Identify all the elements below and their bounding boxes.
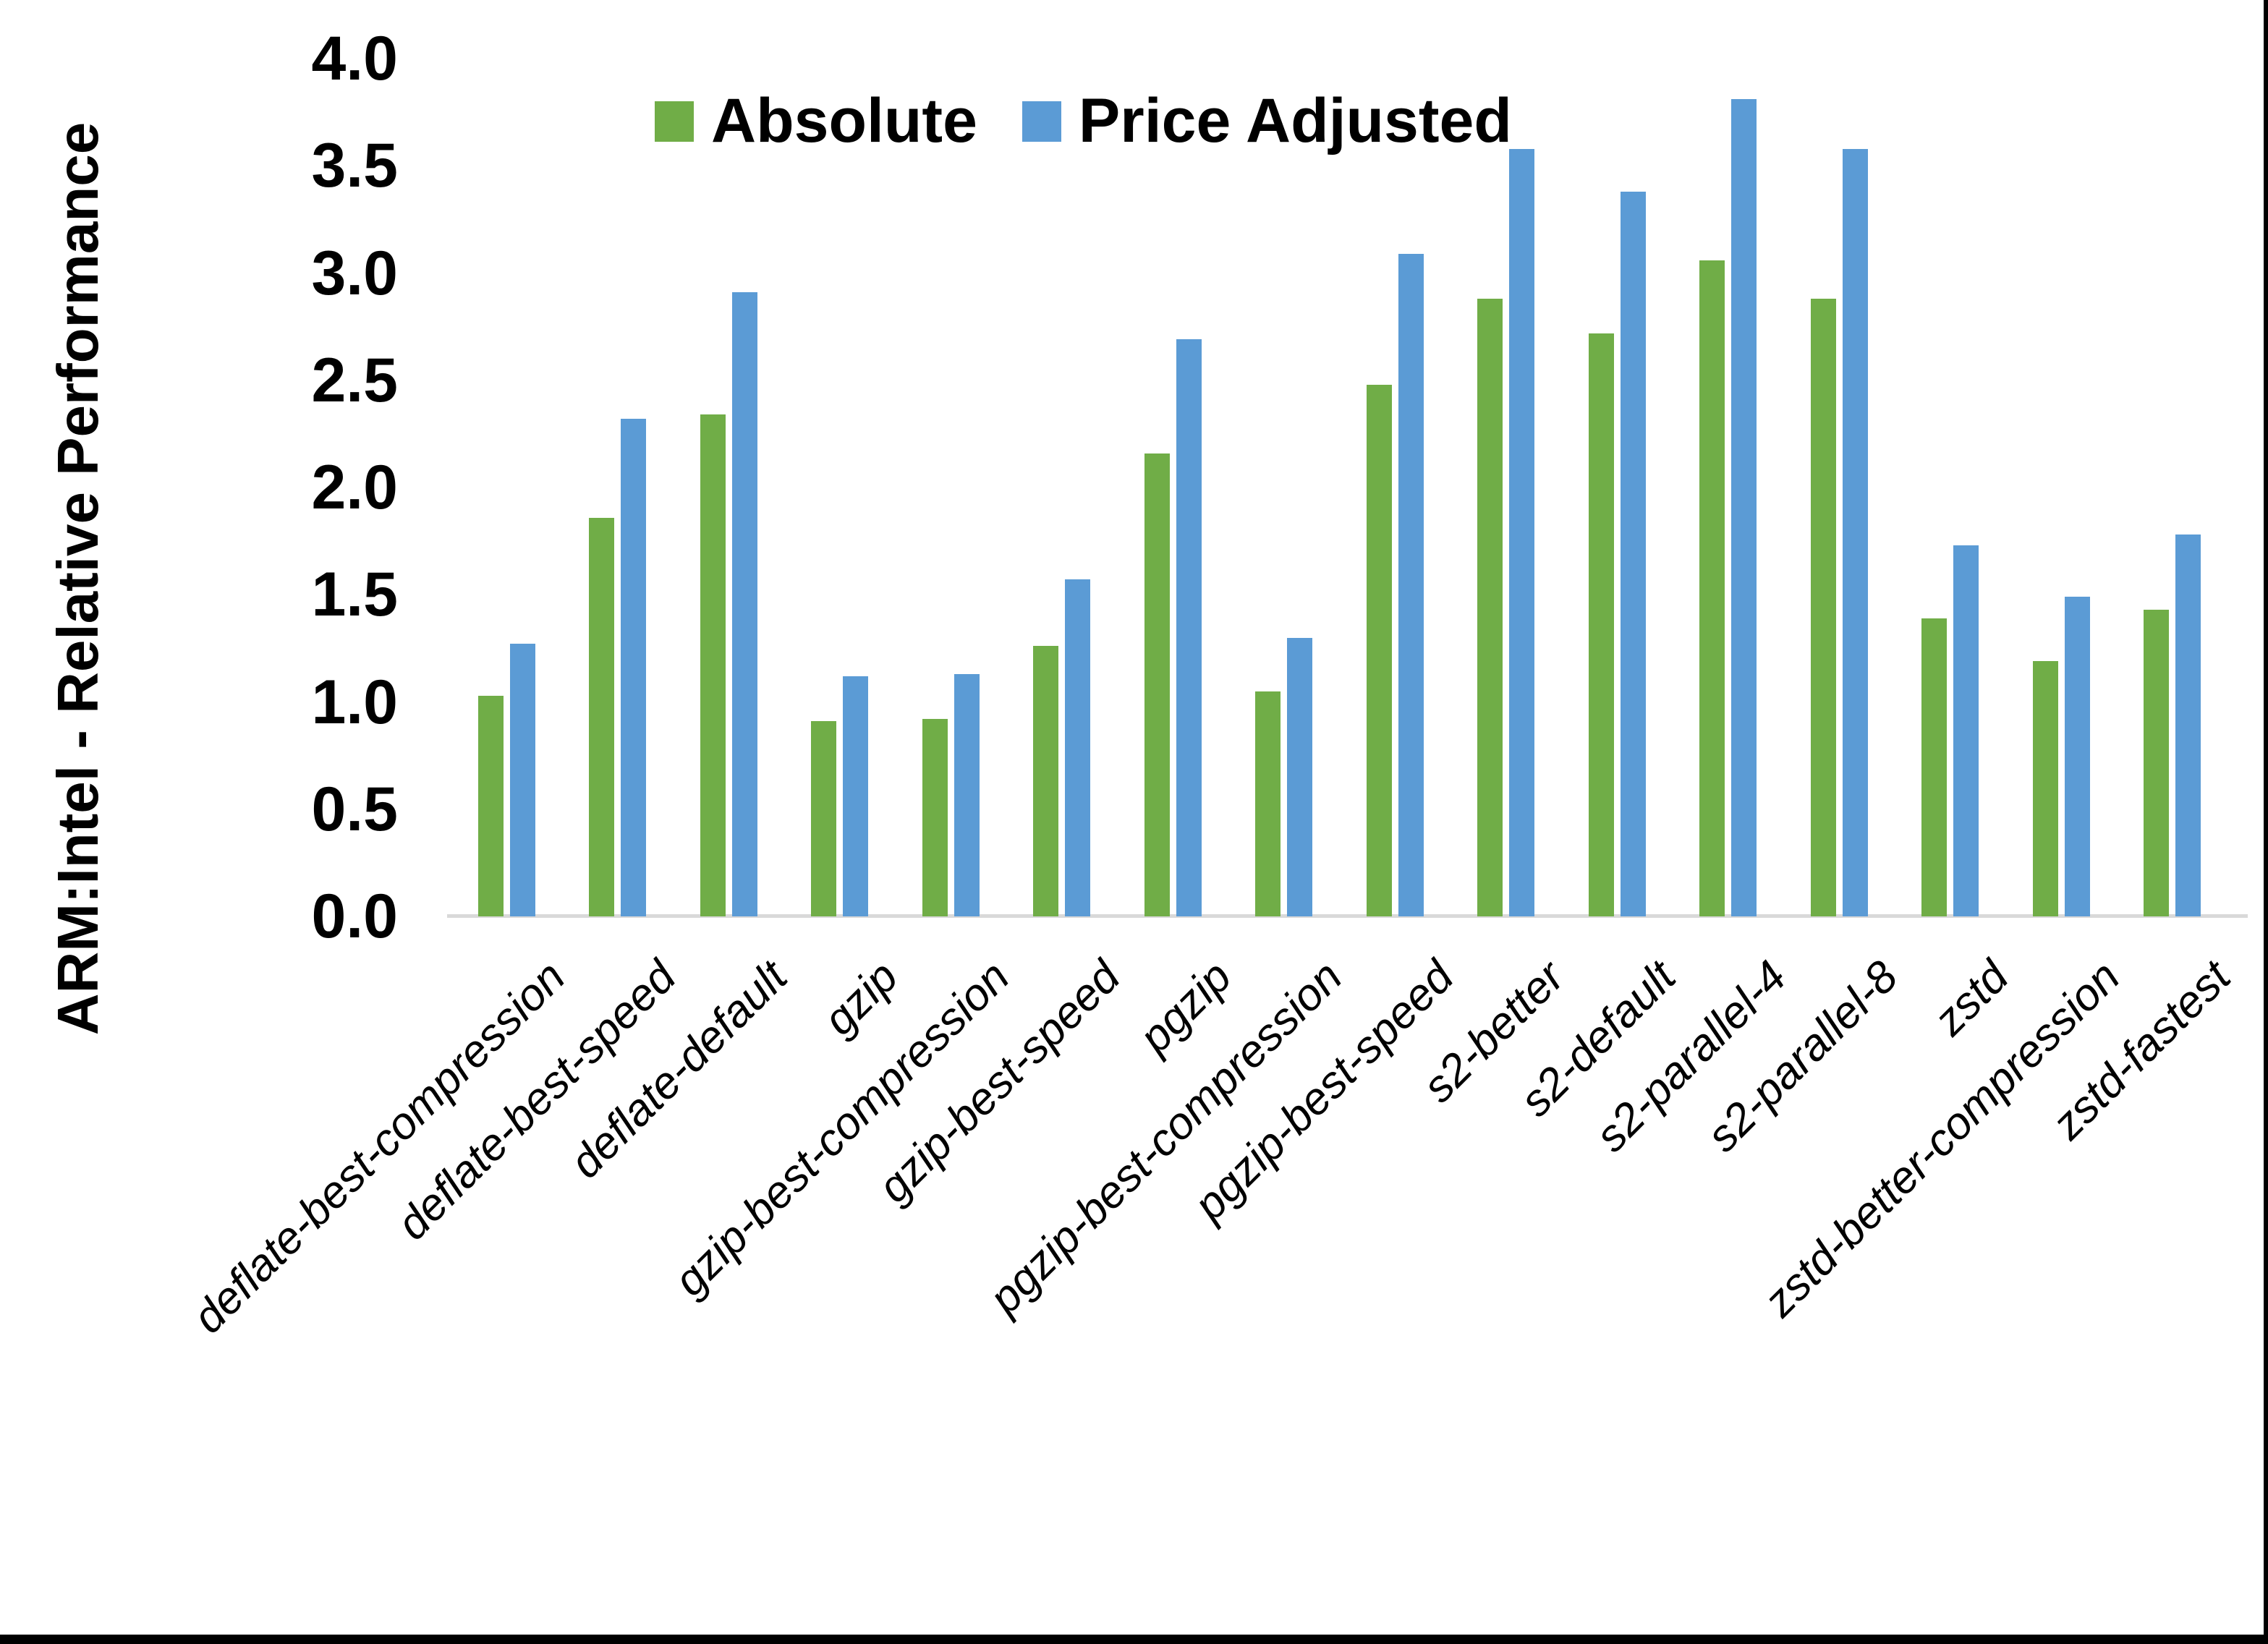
bar-absolute-gzip-best-compression (922, 719, 948, 916)
bar-absolute-deflate-default (700, 414, 726, 916)
plot-area (451, 0, 2227, 916)
y-tick-label-1.5: 1.5 (311, 560, 398, 630)
bar-price-adjusted-pgzip (1176, 339, 1202, 916)
y-tick-label-0.5: 0.5 (311, 774, 398, 844)
bar-price-adjusted-s2-parallel-4 (1731, 99, 1757, 916)
bar-price-adjusted-deflate-default (732, 292, 757, 916)
y-tick-label-2.0: 2.0 (311, 453, 398, 522)
y-tick-label-4.0: 4.0 (311, 24, 398, 93)
bar-absolute-gzip-best-speed (1033, 646, 1058, 916)
bottom-border-line (0, 1635, 2268, 1644)
bar-absolute-s2-default (1589, 333, 1614, 916)
x-axis-baseline (447, 914, 2248, 918)
bar-absolute-zstd (1921, 618, 1947, 916)
legend: Absolute Price Adjusted (655, 85, 1512, 157)
bar-price-adjusted-zstd-fastest (2175, 534, 2201, 916)
x-label-gzip: gzip (814, 951, 908, 1045)
bar-absolute-pgzip-best-speed (1367, 385, 1392, 916)
y-axis-title: ARM:Intel - Relative Performance (46, 122, 110, 1036)
right-border-line (2264, 0, 2268, 1644)
bar-price-adjusted-pgzip-best-compression (1287, 638, 1312, 916)
bar-price-adjusted-s2-default (1621, 192, 1646, 916)
bar-absolute-s2-parallel-4 (1699, 260, 1725, 916)
legend-label-absolute: Absolute (711, 86, 977, 156)
bar-absolute-s2-parallel-8 (1811, 299, 1836, 916)
bar-absolute-gzip (811, 721, 836, 916)
bar-price-adjusted-gzip-best-speed (1065, 579, 1090, 916)
bar-price-adjusted-gzip-best-compression (954, 674, 980, 916)
bar-absolute-zstd-better-compression (2033, 661, 2058, 916)
bar-absolute-deflate-best-compression (478, 696, 504, 916)
bar-price-adjusted-gzip (843, 676, 868, 916)
bar-absolute-zstd-fastest (2144, 610, 2169, 916)
bar-price-adjusted-s2-better (1509, 149, 1534, 916)
legend-swatch-price-adjusted (1022, 101, 1061, 142)
bar-absolute-pgzip (1144, 453, 1170, 916)
x-label-zstd: zstd (1924, 951, 2018, 1045)
bar-price-adjusted-pgzip-best-speed (1398, 254, 1424, 916)
bar-price-adjusted-s2-parallel-8 (1843, 149, 1868, 916)
bar-absolute-pgzip-best-compression (1255, 691, 1280, 916)
bar-price-adjusted-zstd (1953, 545, 1979, 916)
y-tick-label-0.0: 0.0 (311, 882, 398, 951)
y-tick-label-2.5: 2.5 (311, 345, 398, 415)
y-tick-label-3.0: 3.0 (311, 238, 398, 308)
bar-price-adjusted-deflate-best-compression (510, 644, 535, 916)
legend-item-absolute: Absolute (655, 85, 977, 157)
legend-swatch-absolute (655, 101, 694, 142)
legend-label-price-adjusted: Price Adjusted (1078, 86, 1512, 156)
bar-price-adjusted-deflate-best-speed (621, 419, 646, 916)
legend-item-price-adjusted: Price Adjusted (1022, 85, 1512, 157)
bar-price-adjusted-zstd-better-compression (2065, 597, 2090, 916)
y-tick-label-3.5: 3.5 (311, 131, 398, 201)
bar-absolute-s2-better (1477, 299, 1503, 916)
bar-absolute-deflate-best-speed (589, 518, 614, 916)
y-tick-label-1.0: 1.0 (311, 667, 398, 737)
